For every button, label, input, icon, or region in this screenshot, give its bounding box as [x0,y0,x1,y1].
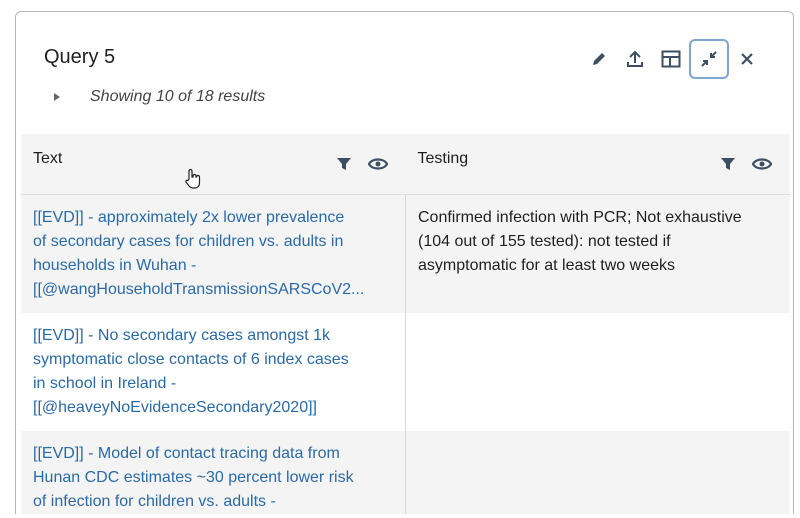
layout-button[interactable] [653,41,689,77]
close-icon [741,53,753,65]
table-row: [[EVD]] - approximately 2x lower prevale… [21,194,790,313]
text-cell[interactable]: [[EVD]] - No secondary cases amongst 1k s… [21,312,406,431]
minimize-button[interactable] [689,39,729,79]
results-table: Text Testing [[EVD]] - approximately 2x … [21,134,790,514]
testing-cell: Confirmed infection with PCR; Not exhaus… [405,194,790,313]
results-count: Showing 10 of 18 results [90,88,266,105]
testing-text: (104 out of 155 tested): not tested if [418,232,671,250]
text-cell[interactable]: [[EVD]] - Model of contact tracing data … [21,430,406,514]
eye-icon[interactable] [752,156,772,172]
column-label: Testing [417,150,469,167]
panel-toolbar [581,39,765,79]
column-header-text[interactable]: Text [21,134,406,195]
evidence-link[interactable]: of secondary cases for children vs. adul… [33,232,344,250]
evidence-link[interactable]: [[@heaveyNoEvidenceSecondary2020]] [33,398,317,416]
column-header-testing[interactable]: Testing [405,134,790,195]
eye-icon[interactable] [367,156,388,172]
testing-cell [405,430,790,514]
query-panel: Query 5 Showing 10 of 18 results Text [15,11,794,514]
testing-cell [406,313,791,431]
evidence-link[interactable]: symptomatic close contacts of 6 index ca… [33,350,349,368]
testing-text: asymptomatic for at least two weeks [418,256,675,274]
evidence-link[interactable]: [[@wangHouseholdTransmissionSARSCoV2... [33,280,365,298]
filter-icon[interactable] [720,156,736,172]
upload-icon [627,50,643,67]
expand-caret-icon[interactable] [54,93,60,101]
text-cell[interactable]: [[EVD]] - approximately 2x lower prevale… [21,194,406,313]
evidence-link[interactable]: in school in Ireland - [33,374,177,392]
panel-title: Query 5 [44,46,116,68]
table-row: [[EVD]] - Model of contact tracing data … [21,430,790,514]
export-button[interactable] [617,41,653,77]
column-label: Text [33,150,63,167]
evidence-link[interactable]: [[EVD]] - approximately 2x lower prevale… [33,208,345,226]
evidence-link[interactable]: households in Wuhan - [33,256,197,274]
layout-icon [661,50,681,68]
results-summary: Showing 10 of 18 results [54,88,265,106]
close-button[interactable] [729,41,765,77]
hand-cursor-icon [185,168,201,189]
filter-icon[interactable] [336,156,352,172]
edit-button[interactable] [581,41,617,77]
evidence-link[interactable]: [[EVD]] - No secondary cases amongst 1k [33,326,331,344]
evidence-link[interactable]: of infection for children vs. adults - [33,492,276,510]
collapse-icon [701,51,717,67]
evidence-link[interactable]: [[EVD]] - Model of contact tracing data … [33,444,340,462]
testing-text: Confirmed infection with PCR; Not exhaus… [418,208,742,226]
table-row: [[EVD]] - No secondary cases amongst 1k s… [21,312,791,431]
pencil-icon [593,53,605,65]
evidence-link[interactable]: Hunan CDC estimates ~30 percent lower ri… [33,468,354,486]
